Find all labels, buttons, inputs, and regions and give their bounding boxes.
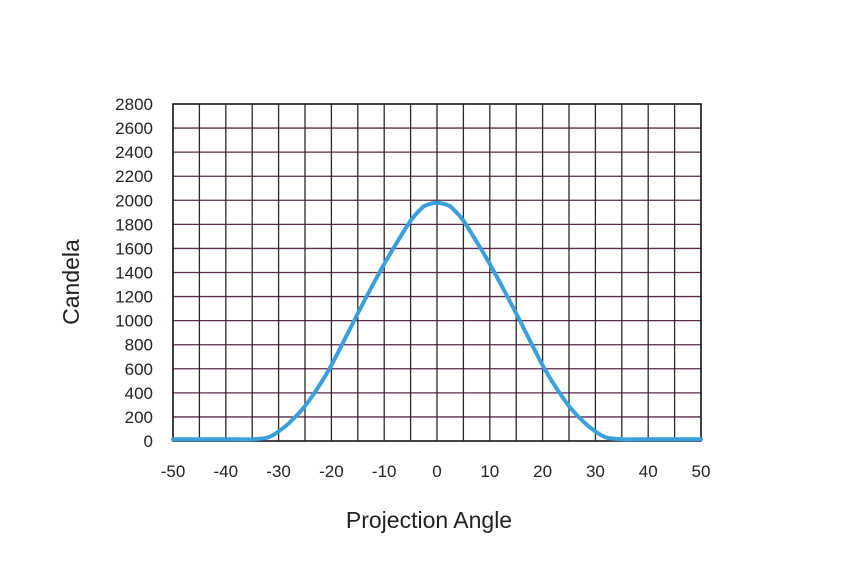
- y-tick-label: 200: [125, 408, 153, 427]
- series-line: [171, 200, 703, 442]
- y-axis-title: Candela: [58, 239, 84, 325]
- x-axis-title: Projection Angle: [346, 507, 512, 533]
- x-tick-label: 10: [480, 462, 499, 481]
- y-tick-label: 2800: [115, 95, 153, 114]
- x-tick-label: 50: [692, 462, 711, 481]
- x-axis-ticks: -50 -40 -30 -20 -10 0 10 20 30 40 50: [161, 462, 711, 481]
- series: [171, 200, 703, 442]
- y-tick-label: 2400: [115, 143, 153, 162]
- y-tick-label: 600: [125, 360, 153, 379]
- y-tick-label: 1800: [115, 215, 153, 234]
- x-tick-label: 20: [533, 462, 552, 481]
- x-tick-label: -20: [319, 462, 344, 481]
- x-tick-label: 30: [586, 462, 605, 481]
- y-tick-label: 2200: [115, 167, 153, 186]
- y-tick-label: 2000: [115, 191, 153, 210]
- plot-border: [172, 103, 702, 442]
- x-tick-label: -40: [214, 462, 239, 481]
- y-tick-label: 1600: [115, 239, 153, 258]
- y-tick-label: 400: [125, 384, 153, 403]
- x-tick-label: -50: [161, 462, 186, 481]
- grid: [172, 103, 702, 442]
- y-tick-label: 0: [144, 432, 153, 451]
- y-tick-label: 2600: [115, 119, 153, 138]
- y-tick-label: 1000: [115, 312, 153, 331]
- x-tick-label: -10: [372, 462, 397, 481]
- y-tick-label: 1200: [115, 288, 153, 307]
- x-tick-label: 40: [639, 462, 658, 481]
- y-tick-label: 1400: [115, 264, 153, 283]
- y-axis-ticks: 0 200 400 600 800 1000 1200 1400 1600 1800 2000 220…: [115, 95, 153, 451]
- x-tick-label: 0: [432, 462, 441, 481]
- y-tick-label: 800: [125, 336, 153, 355]
- x-tick-label: -30: [266, 462, 291, 481]
